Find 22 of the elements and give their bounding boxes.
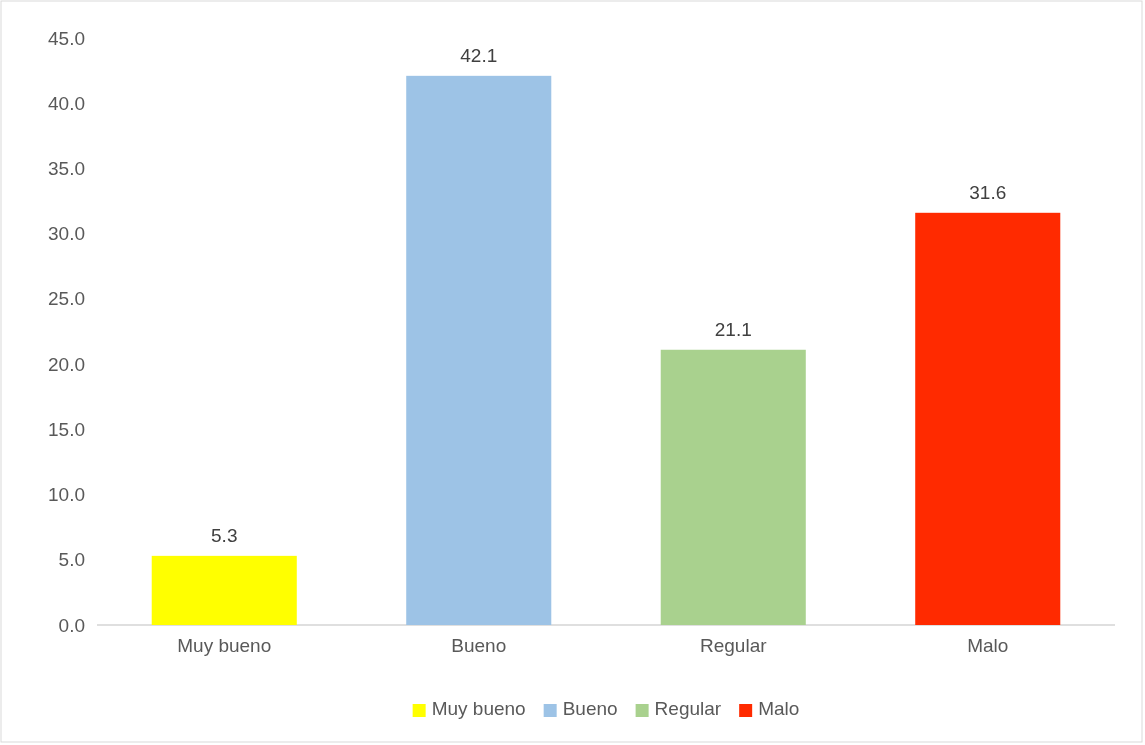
x-tick-label: Regular: [699, 635, 768, 657]
y-tick-label: 20.0: [48, 353, 85, 375]
y-tick-label: 45.0: [48, 27, 85, 49]
legend-label: Bueno: [562, 698, 618, 719]
x-tick-label: Bueno: [451, 635, 507, 657]
legend-label: Regular: [654, 698, 722, 719]
legend-label: Malo: [758, 698, 800, 719]
x-tick-label: Malo: [967, 635, 1009, 657]
x-tick-label: Muy bueno: [177, 635, 272, 657]
data-label: 42.1: [460, 44, 498, 66]
y-tick-label: 40.0: [48, 92, 85, 114]
y-tick-label: 10.0: [48, 484, 85, 506]
y-tick-label: 25.0: [48, 288, 85, 310]
y-tick-label: 5.0: [58, 549, 85, 571]
y-tick-label: 35.0: [48, 158, 85, 180]
data-label: 5.3: [211, 524, 238, 546]
data-label: 31.6: [969, 181, 1007, 203]
y-tick-label: 30.0: [48, 223, 85, 245]
legend-label: Muy bueno: [431, 698, 526, 719]
y-tick-label: 0.0: [58, 614, 85, 636]
y-tick-label: 15.0: [48, 418, 85, 440]
data-label: 21.1: [714, 318, 752, 340]
